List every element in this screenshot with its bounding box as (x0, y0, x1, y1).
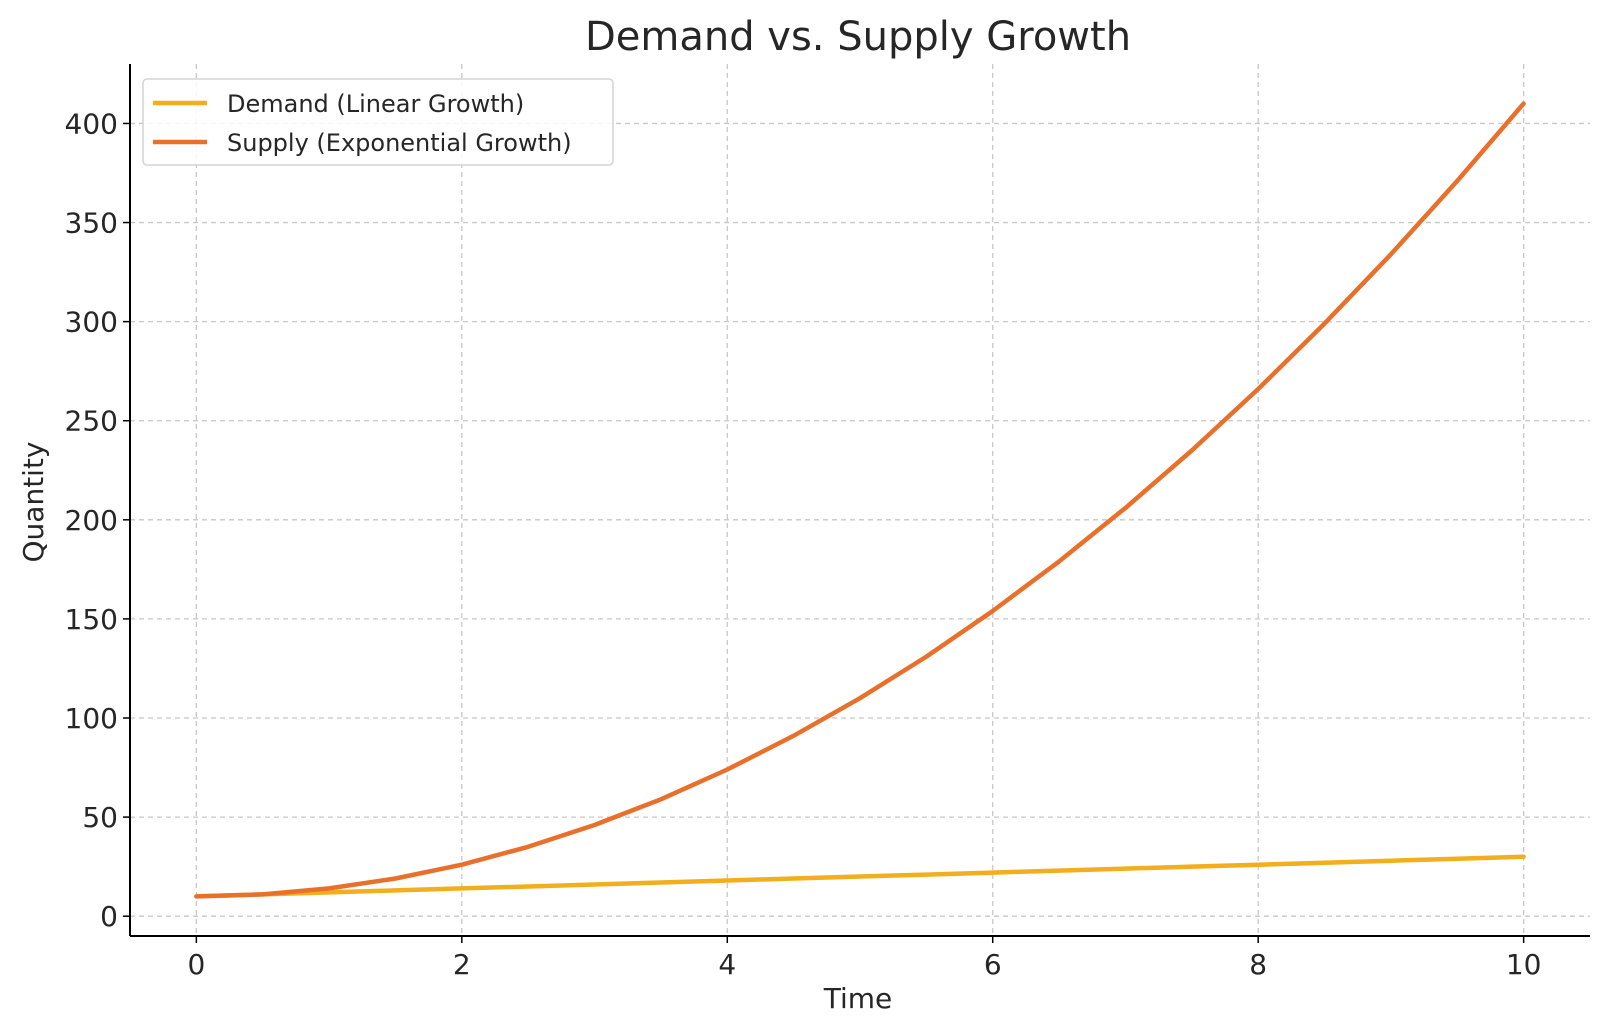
series-lines (194, 101, 1526, 899)
y-tick-label: 100 (65, 702, 118, 735)
legend-label: Demand (Linear Growth) (227, 90, 524, 118)
y-tick-label: 150 (65, 603, 118, 636)
y-tick-label: 300 (65, 306, 118, 339)
y-tick-label: 200 (65, 504, 118, 537)
legend: Demand (Linear Growth) Supply (Exponentia… (142, 78, 614, 166)
x-tick-label: 2 (453, 948, 471, 981)
x-tick-label: 8 (1249, 948, 1267, 981)
x-tick-label: 4 (718, 948, 736, 981)
x-tick-label: 10 (1506, 948, 1542, 981)
x-axis-label: Time (823, 982, 893, 1015)
legend-box (142, 78, 614, 166)
y-tick-label: 350 (65, 207, 118, 240)
chart-title: Demand vs. Supply Growth (585, 14, 1131, 60)
y-tick-label: 0 (100, 900, 118, 933)
y-tick-label: 400 (65, 107, 118, 140)
y-axis-label: Quantity (17, 442, 50, 563)
series-line-supply (194, 101, 1526, 899)
grid-lines (130, 64, 1590, 936)
x-tick-label: 6 (984, 948, 1002, 981)
y-tick-label: 50 (82, 801, 118, 834)
x-tick-label: 0 (187, 948, 205, 981)
legend-label: Supply (Exponential Growth) (227, 129, 572, 157)
series-line-demand (194, 854, 1526, 899)
y-tick-label: 250 (65, 405, 118, 438)
